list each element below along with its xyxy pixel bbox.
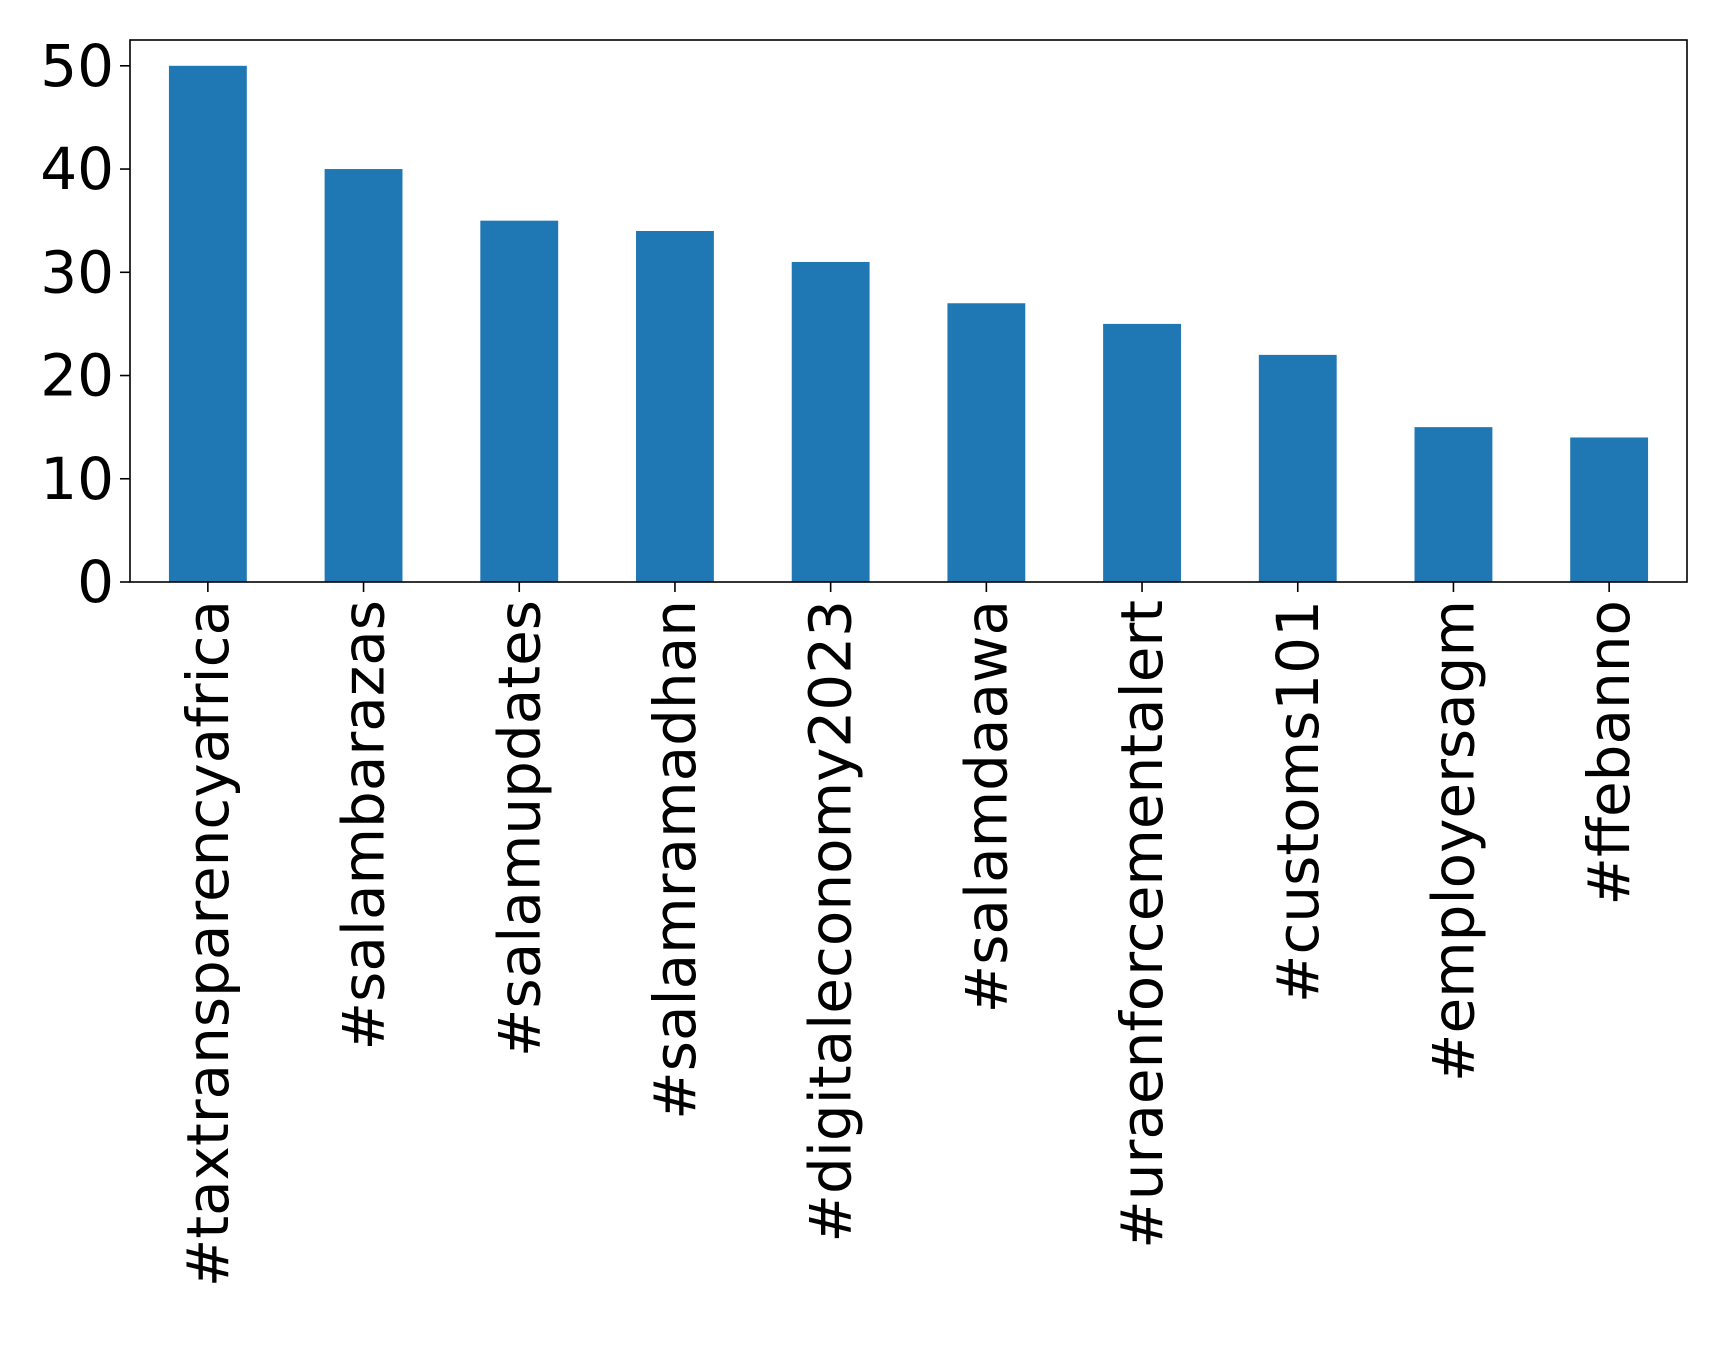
x-tick-label-6: #uraenforcementalert xyxy=(1108,600,1176,1249)
x-tick-label-4: #digitaleconomy2023 xyxy=(797,600,865,1243)
plot-area-frame xyxy=(129,39,1688,583)
x-tick-label-3: #salamramadhan xyxy=(641,600,709,1120)
bar-9 xyxy=(1570,437,1649,582)
x-tick-label-2: #salamupdates xyxy=(485,600,553,1057)
bars-group xyxy=(168,65,1649,583)
bar-5 xyxy=(947,303,1026,582)
y-tick-label-2: 20 xyxy=(40,342,114,410)
x-tick-label-1: #salambarazas xyxy=(330,600,398,1050)
bar-8 xyxy=(1414,427,1493,582)
x-tick-label-9: #ffebanno xyxy=(1575,600,1643,906)
bar-0 xyxy=(168,65,247,582)
x-tick-label-7: #customs101 xyxy=(1264,600,1332,1003)
x-tick-label-5: #salamdaawa xyxy=(952,600,1020,1013)
y-tick-label-1: 10 xyxy=(40,445,114,513)
bar-2 xyxy=(480,220,559,583)
bar-3 xyxy=(636,230,714,583)
bar-1 xyxy=(324,169,403,583)
y-axis: 0 10 20 30 40 50 xyxy=(40,32,130,616)
x-tick-label-0: #taxtransparencyafrica xyxy=(174,600,242,1287)
bar-6 xyxy=(1103,323,1181,582)
y-tick-label-4: 40 xyxy=(40,135,114,203)
y-tick-label-5: 50 xyxy=(40,32,114,100)
y-tick-label-0: 0 xyxy=(77,548,114,616)
y-tick-label-3: 30 xyxy=(40,238,114,306)
x-tick-label-8: #employersagm xyxy=(1419,600,1487,1082)
bar-4 xyxy=(791,261,870,582)
x-axis: #taxtransparencyafrica #salambarazas #sala… xyxy=(174,582,1643,1287)
bar-7 xyxy=(1258,354,1337,582)
